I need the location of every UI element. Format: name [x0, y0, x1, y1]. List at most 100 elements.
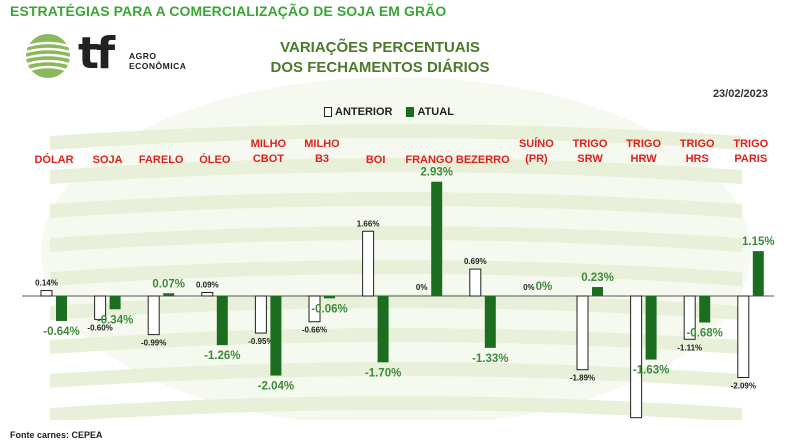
- bar-atual: [592, 287, 603, 296]
- data-label-anterior: -0.66%: [302, 326, 327, 335]
- category-label: ÓLEO: [199, 153, 231, 166]
- category-label: DÓLAR: [34, 153, 73, 166]
- bar-atual: [163, 293, 175, 296]
- category-label: TRIGO: [733, 138, 768, 150]
- footer-source: Fonte carnes: CEPEA: [10, 430, 103, 440]
- category-label: TRIGO: [680, 138, 715, 150]
- category-label: (PR): [525, 153, 548, 165]
- chart-legend: ANTERIOR ATUAL: [324, 106, 454, 118]
- data-label-anterior: -0.95%: [248, 337, 273, 346]
- bar-atual: [484, 296, 496, 348]
- background-stripe: [50, 226, 742, 252]
- background-stripe: [50, 124, 742, 150]
- data-label-anterior: 0.09%: [196, 280, 219, 289]
- logo-line-1: AGRO: [129, 51, 157, 61]
- bar-anterior: [94, 295, 107, 320]
- legend-swatch-anterior: [324, 107, 332, 117]
- bar-anterior: [254, 295, 267, 334]
- category-label: MILHO: [251, 138, 287, 150]
- legend-swatch-atual: [406, 107, 415, 117]
- data-label-anterior: -2.09%: [731, 382, 756, 391]
- category-label: SUÍNO: [519, 137, 554, 150]
- chart-date: 23/02/2023: [712, 88, 768, 100]
- data-label-anterior: 0.14%: [35, 279, 58, 288]
- category-label: FRANGO: [405, 154, 453, 166]
- data-label-atual: 0.07%: [152, 278, 185, 290]
- category-label: HRS: [686, 153, 709, 165]
- data-label-anterior: -0.99%: [141, 339, 166, 348]
- bar-atual: [56, 296, 67, 321]
- data-label-atual: -1.63%: [633, 365, 669, 377]
- logo-globe-icon: [25, 34, 71, 78]
- data-label-anterior: -0.60%: [87, 323, 112, 332]
- chart-title-line-1: VARIAÇÕES PERCENTUAIS: [280, 39, 480, 56]
- bar-atual: [324, 296, 335, 299]
- logo-mark: tf: [78, 28, 115, 79]
- background-stripe: [50, 158, 742, 184]
- category-label: BOI: [366, 154, 386, 166]
- bar-chart: DÓLAR 0.14% -0.64% SOJA -0.60%-0.34% FARELO -0…: [22, 137, 775, 419]
- legend-label-atual: ATUAL: [417, 106, 454, 118]
- bar-anterior: [147, 295, 160, 336]
- category-label: SRW: [577, 153, 603, 165]
- background-stripe: [50, 192, 742, 218]
- data-label-anterior: -1.89%: [570, 374, 595, 383]
- category-label: CBOT: [253, 153, 284, 165]
- category-label: B3: [315, 153, 329, 165]
- bar-atual: [270, 296, 282, 376]
- data-label-anterior: 0%: [416, 283, 428, 292]
- data-label-atual: -2.04%: [258, 381, 294, 393]
- bar-atual: [752, 251, 764, 296]
- tf-agroeconomica-logo: tf AGRO ECONÔMICA: [24, 28, 187, 80]
- data-label-atual: 0.23%: [581, 272, 614, 284]
- category-label: PARIS: [734, 153, 767, 165]
- category-label: MILHO: [304, 138, 340, 150]
- bar-atual: [645, 296, 657, 360]
- category-label: TRIGO: [626, 138, 661, 150]
- category-label: HRW: [631, 153, 658, 165]
- data-label-atual: -0.06%: [311, 303, 347, 315]
- data-label-atual: -0.34%: [97, 314, 133, 326]
- data-label-anterior: 0.69%: [464, 257, 487, 266]
- legend-label-anterior: ANTERIOR: [335, 106, 393, 118]
- legend-item-atual: ATUAL: [406, 106, 454, 118]
- bar-anterior: [683, 295, 696, 340]
- category-label: BEZERRO: [456, 154, 510, 166]
- data-label-anterior: 1.66%: [357, 219, 380, 228]
- bar-atual: [109, 296, 121, 310]
- bar-atual: [431, 181, 443, 296]
- bar-atual: [377, 296, 389, 363]
- data-label-anterior: 0%: [523, 283, 535, 292]
- bar-anterior: [630, 295, 643, 419]
- background-stripe: [50, 260, 742, 286]
- data-label-atual: -0.64%: [43, 326, 79, 338]
- bar-anterior: [576, 295, 589, 371]
- category-label: FARELO: [139, 154, 184, 166]
- bar-anterior: [469, 268, 482, 297]
- category-label: SOJA: [93, 154, 123, 166]
- data-label-atual: 2.93%: [420, 167, 453, 179]
- chart-title-line-2: DOS FECHAMENTOS DIÁRIOS: [270, 59, 490, 76]
- background-stripe: [50, 362, 742, 388]
- bar-atual: [699, 296, 711, 323]
- data-label-atual: -0.68%: [686, 328, 722, 340]
- chart-panel: tf AGRO ECONÔMICA VARIAÇÕES PERCENTUAIS …: [10, 24, 782, 420]
- bar-anterior: [362, 230, 375, 297]
- data-label-atual: 0%: [536, 281, 553, 293]
- bar-anterior: [40, 290, 53, 297]
- data-label-anterior: -1.11%: [677, 343, 702, 352]
- chart-title: VARIAÇÕES PERCENTUAIS DOS FECHAMENTOS DI…: [230, 38, 530, 78]
- background-stripe: [50, 396, 742, 420]
- bar-anterior: [201, 291, 214, 297]
- data-label-atual: -1.26%: [204, 350, 240, 362]
- category-label: TRIGO: [573, 138, 608, 150]
- legend-item-anterior: ANTERIOR: [324, 106, 392, 118]
- data-label-atual: 1.15%: [742, 236, 775, 248]
- logo-line-2: ECONÔMICA: [129, 61, 187, 71]
- page-header-title: ESTRATÉGIAS PARA A COMERCIALIZAÇÃO DE SO…: [10, 3, 447, 19]
- bar-atual: [216, 296, 228, 346]
- data-label-atual: -1.33%: [472, 353, 508, 365]
- bar-anterior: [737, 295, 750, 379]
- data-label-atual: -1.70%: [365, 367, 401, 379]
- bar-anterior: [308, 295, 321, 323]
